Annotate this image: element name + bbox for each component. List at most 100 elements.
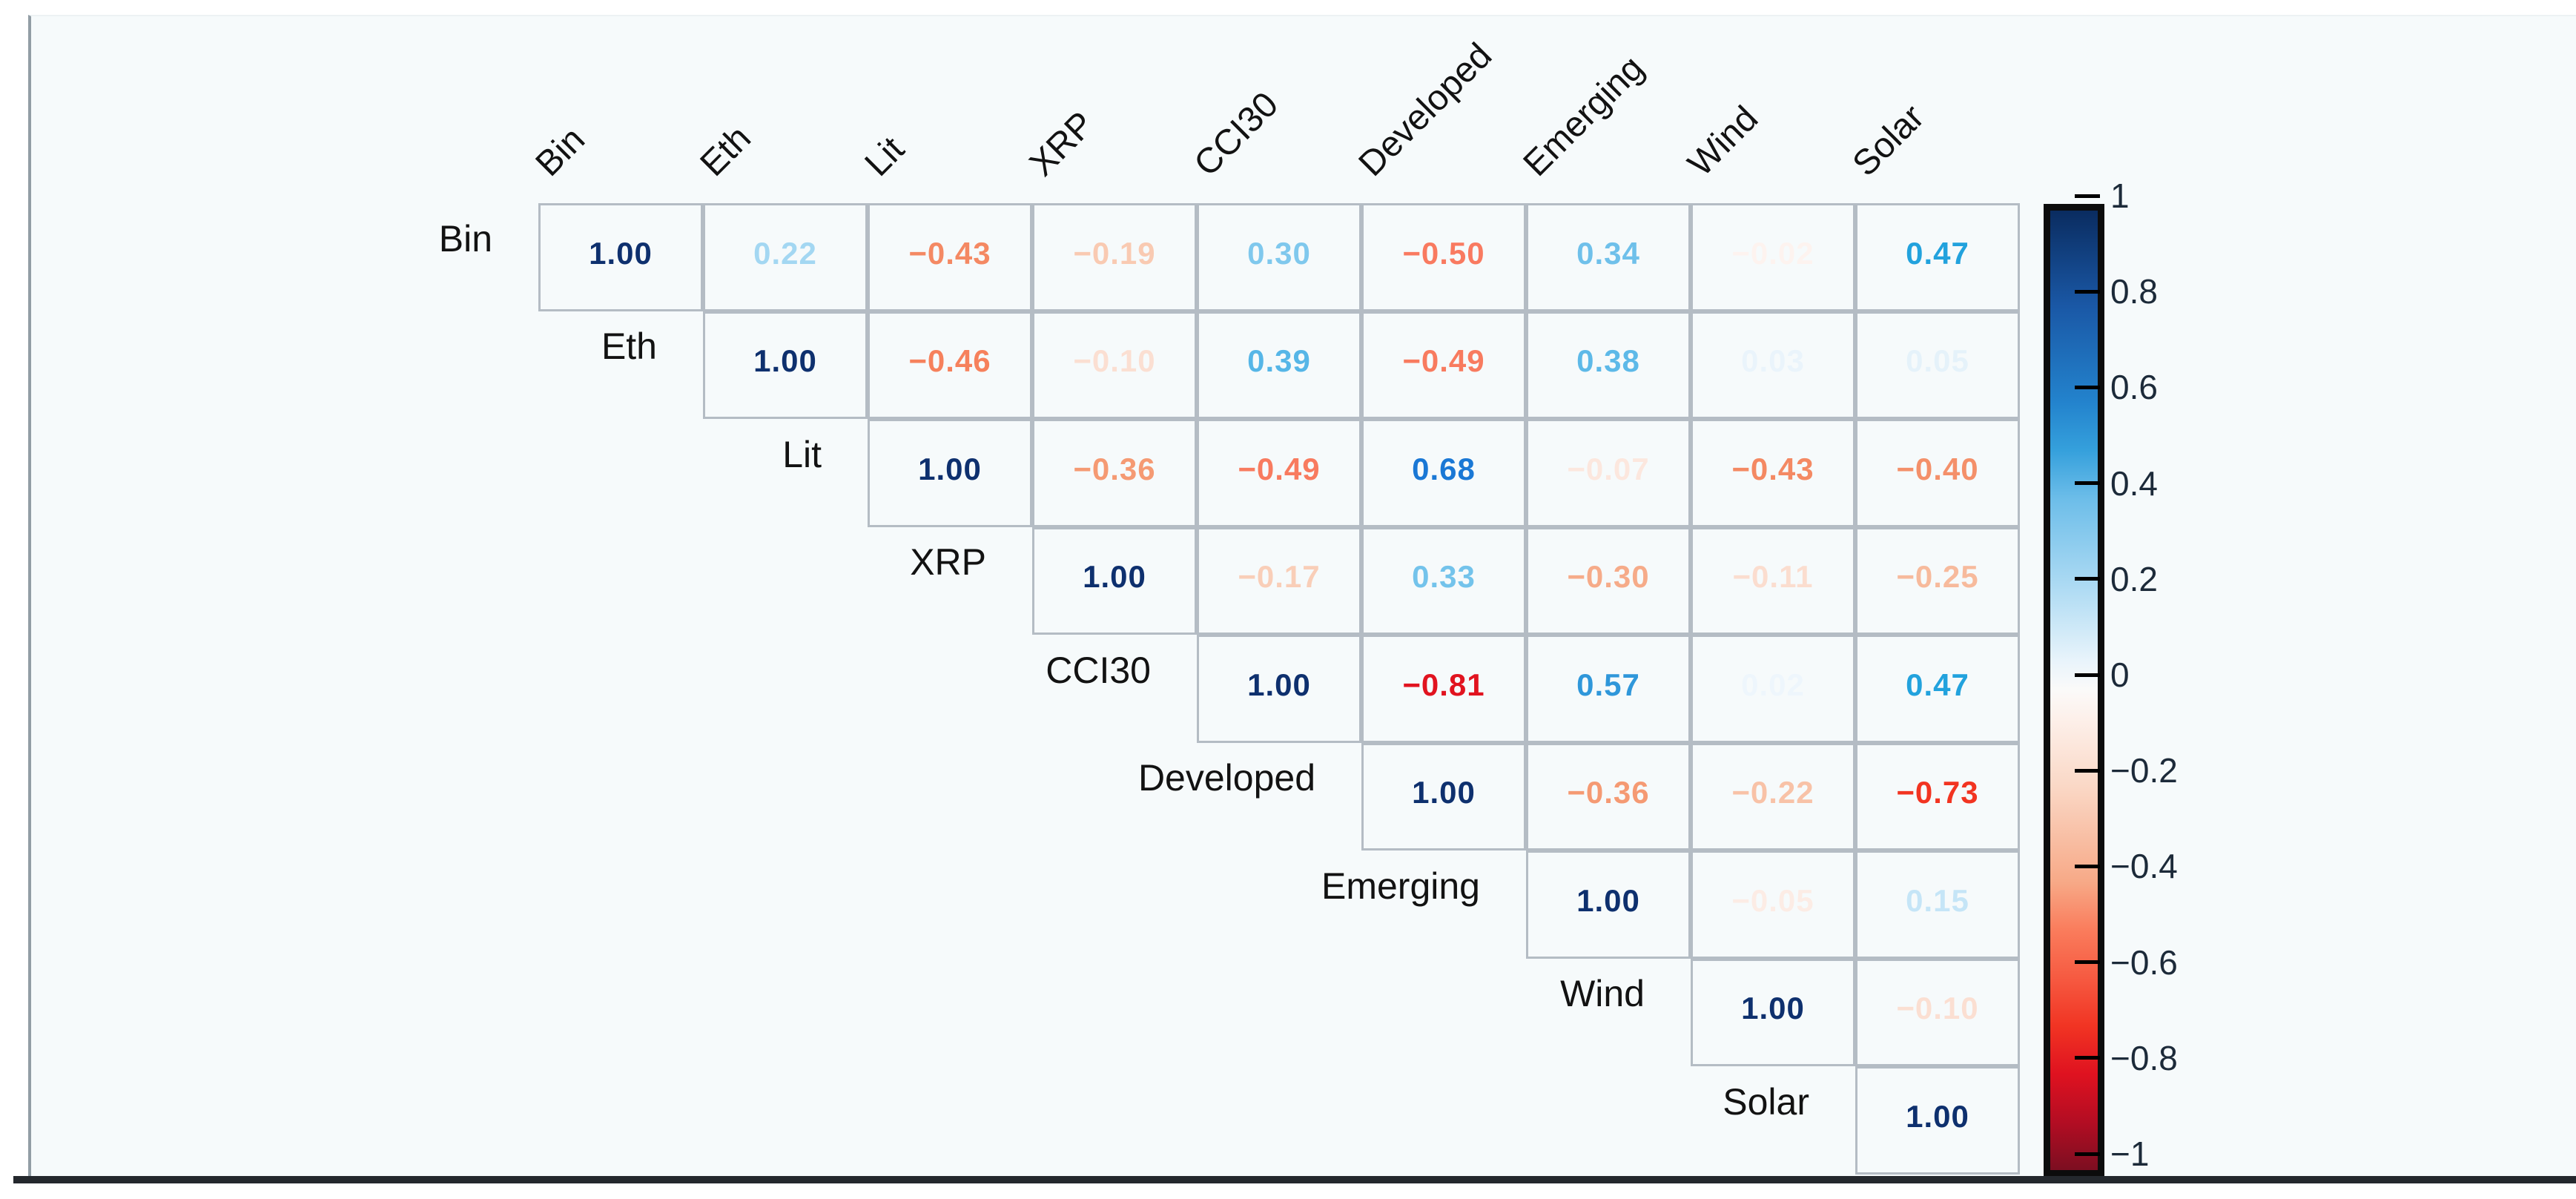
colorbar-tick xyxy=(2075,768,2100,773)
matrix-cell: 1.00 xyxy=(1361,742,1526,850)
row-label-lit: Lit xyxy=(782,433,822,475)
matrix-cell: 1.00 xyxy=(1855,1066,2020,1175)
matrix-cell: −0.50 xyxy=(1361,203,1526,311)
colorbar-tick xyxy=(2075,1152,2100,1156)
matrix-cell: −0.36 xyxy=(1526,742,1691,850)
correlation-value: 0.05 xyxy=(1906,343,1969,379)
colorbar-tick-label: −0.2 xyxy=(2110,751,2178,790)
correlation-value: −0.19 xyxy=(1073,235,1156,271)
correlation-value: 0.39 xyxy=(1247,343,1311,379)
correlation-value: 0.57 xyxy=(1576,667,1640,702)
row-label-emerging: Emerging xyxy=(1321,865,1480,907)
correlation-value: 1.00 xyxy=(1247,667,1311,702)
correlation-value: −0.30 xyxy=(1567,559,1650,595)
column-label-bin: Bin xyxy=(528,119,593,184)
matrix-cell: −0.05 xyxy=(1691,850,1855,959)
matrix-cell: 0.38 xyxy=(1526,311,1691,419)
correlation-value: −0.10 xyxy=(1896,991,1979,1026)
colorbar-tick-label: −0.6 xyxy=(2110,942,2178,982)
colorbar-gradient xyxy=(2050,211,2098,1170)
correlation-value: −0.46 xyxy=(908,343,991,379)
column-label-lit: Lit xyxy=(857,129,912,184)
correlation-value: −0.40 xyxy=(1896,451,1979,486)
matrix-cell: −0.19 xyxy=(1032,203,1197,311)
matrix-cell: 0.30 xyxy=(1197,203,1361,311)
matrix-cell: −0.10 xyxy=(1032,311,1197,419)
matrix-cell: −0.81 xyxy=(1361,635,1526,743)
correlation-value: 0.02 xyxy=(1741,667,1805,702)
matrix-cell: 0.39 xyxy=(1197,311,1361,419)
figure-panel: Bin Eth Lit XRP CCI30 Developed Emerging Wind So… xyxy=(28,15,2576,1177)
colorbar-tick xyxy=(2075,577,2100,581)
matrix-cell: 1.00 xyxy=(1526,850,1691,959)
column-label-solar: Solar xyxy=(1845,97,1932,184)
colorbar xyxy=(2044,204,2104,1177)
row-label-bin: Bin xyxy=(438,217,492,260)
column-label-developed: Developed xyxy=(1351,36,1500,184)
matrix-cell: 1.00 xyxy=(1032,526,1197,635)
row-label-xrp: XRP xyxy=(910,541,986,584)
correlation-value: −0.36 xyxy=(1073,451,1156,486)
correlation-value: −0.25 xyxy=(1896,559,1979,595)
correlation-value: −0.22 xyxy=(1731,775,1814,810)
colorbar-tick-label: 0.2 xyxy=(2110,559,2158,598)
matrix-cell: −0.43 xyxy=(1691,419,1855,527)
matrix-cell: −0.40 xyxy=(1855,419,2020,527)
colorbar-tick-label: 0 xyxy=(2110,655,2130,694)
column-label-xrp: XRP xyxy=(1022,104,1102,184)
colorbar-tick xyxy=(2075,1056,2100,1060)
correlation-value: −0.07 xyxy=(1567,451,1650,486)
matrix-cell: −0.10 xyxy=(1855,958,2020,1066)
matrix-cell: 1.00 xyxy=(1691,958,1855,1066)
matrix-cell: 0.22 xyxy=(703,203,868,311)
matrix-cell: 0.57 xyxy=(1526,635,1691,743)
correlation-value: −0.11 xyxy=(1732,559,1814,595)
matrix-cell: 0.03 xyxy=(1691,311,1855,419)
colorbar-tick xyxy=(2075,194,2100,198)
column-label-wind: Wind xyxy=(1680,99,1766,184)
colorbar-tick xyxy=(2075,960,2100,965)
correlation-value: −0.43 xyxy=(1731,451,1814,486)
correlation-value: 1.00 xyxy=(589,235,653,271)
row-label-eth: Eth xyxy=(601,326,657,368)
colorbar-tick-label: 0.4 xyxy=(2110,463,2158,503)
matrix-cell: 0.47 xyxy=(1855,203,2020,311)
matrix-cell: −0.49 xyxy=(1361,311,1526,419)
correlation-value: 0.38 xyxy=(1576,343,1640,379)
row-label-developed: Developed xyxy=(1137,757,1315,799)
matrix-cell: −0.22 xyxy=(1691,742,1855,850)
correlation-value: 1.00 xyxy=(1576,882,1640,918)
correlation-value: −0.10 xyxy=(1073,343,1156,379)
row-label-solar: Solar xyxy=(1723,1080,1809,1123)
correlation-value: −0.73 xyxy=(1896,775,1979,810)
matrix-cell: −0.07 xyxy=(1526,419,1691,527)
colorbar-tick-label: 0.8 xyxy=(2110,272,2158,311)
correlation-value: −0.05 xyxy=(1731,882,1814,918)
correlation-value: 1.00 xyxy=(1906,1098,1969,1134)
column-label-emerging: Emerging xyxy=(1516,48,1652,184)
correlation-value: −0.49 xyxy=(1402,343,1485,379)
row-label-cci30: CCI30 xyxy=(1046,649,1151,691)
correlation-value: 1.00 xyxy=(753,343,817,379)
correlation-value: 1.00 xyxy=(918,451,982,486)
correlation-value: 0.03 xyxy=(1741,343,1805,379)
row-label-wind: Wind xyxy=(1560,973,1645,1015)
matrix-cell: −0.17 xyxy=(1197,526,1361,635)
matrix-cell: 1.00 xyxy=(868,419,1032,527)
correlation-value: 0.22 xyxy=(753,235,817,271)
colorbar-tick xyxy=(2075,673,2100,677)
correlation-value: 0.34 xyxy=(1576,235,1640,271)
colorbar-tick-label: 1 xyxy=(2110,176,2130,215)
matrix-cell: −0.43 xyxy=(868,203,1032,311)
correlation-value: 0.47 xyxy=(1906,235,1969,271)
correlation-value: −0.50 xyxy=(1402,235,1485,271)
correlation-value: 0.68 xyxy=(1412,451,1476,486)
colorbar-tick-label: −0.4 xyxy=(2110,847,2178,886)
matrix-cell: 0.33 xyxy=(1361,526,1526,635)
matrix-cell: 1.00 xyxy=(1197,635,1361,743)
matrix-cell: −0.73 xyxy=(1855,742,2020,850)
colorbar-tick xyxy=(2075,481,2100,486)
column-label-cci30: CCI30 xyxy=(1186,85,1287,184)
matrix-cell: 0.47 xyxy=(1855,635,2020,743)
